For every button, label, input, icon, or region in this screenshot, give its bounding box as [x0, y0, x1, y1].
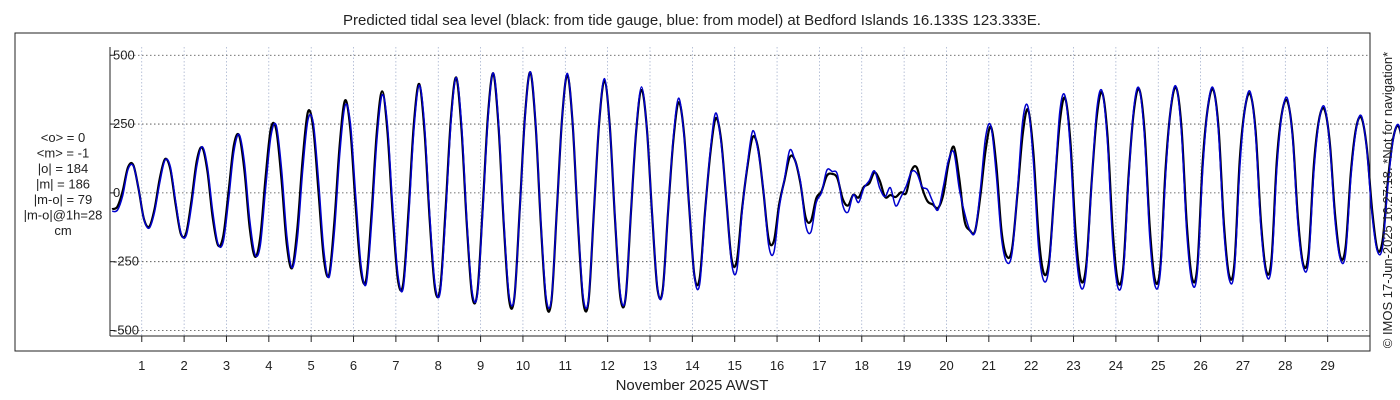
- stat-line: cm: [54, 223, 71, 238]
- data-series: [111, 71, 1400, 313]
- y-tick-label: 250: [113, 116, 135, 131]
- stat-line: |o| = 184: [38, 161, 89, 176]
- x-tick-label: 10: [516, 358, 530, 373]
- copyright-note: © IMOS 17-Jun-2025 16:27:18. *Not for na…: [1380, 52, 1395, 348]
- x-axis-label: November 2025 AWST: [616, 377, 769, 394]
- statistics-block: <o> = 0<m> = -1|o| = 184|m| = 186|m-o| =…: [24, 130, 103, 238]
- stat-line: |m-o| = 79: [34, 192, 92, 207]
- x-tick-label: 17: [812, 358, 826, 373]
- gauge-series-line: [111, 71, 1400, 313]
- chart-title: Predicted tidal sea level (black: from t…: [343, 12, 1041, 29]
- y-tick-label: 0: [113, 185, 120, 200]
- x-tick-label: 4: [265, 358, 272, 373]
- x-tick-label: 18: [855, 358, 869, 373]
- x-tick-label: 2: [181, 358, 188, 373]
- x-tick-label: 28: [1278, 358, 1292, 373]
- x-tick-label: 16: [770, 358, 784, 373]
- x-tick-label: 8: [435, 358, 442, 373]
- x-tick-label: 19: [897, 358, 911, 373]
- x-tick-label: 27: [1236, 358, 1250, 373]
- x-tick-label: 11: [559, 358, 573, 373]
- x-tick-label: 13: [643, 358, 657, 373]
- x-tick-label: 24: [1109, 358, 1123, 373]
- x-tick-label: 9: [477, 358, 484, 373]
- y-tick-label: 500: [113, 47, 135, 62]
- stat-line: |m| = 186: [36, 177, 90, 192]
- x-tick-label: 1: [138, 358, 145, 373]
- x-tick-label: 20: [939, 358, 953, 373]
- stat-line: |m-o|@1h=28: [24, 208, 103, 223]
- x-tick-label: 3: [223, 358, 230, 373]
- x-tick-label: 25: [1151, 358, 1165, 373]
- x-tick-label: 29: [1320, 358, 1334, 373]
- x-tick-label: 7: [392, 358, 399, 373]
- y-tick-label: -500: [113, 322, 139, 337]
- x-tick-label: 26: [1193, 358, 1207, 373]
- x-tick-label: 22: [1024, 358, 1038, 373]
- x-tick-label: 23: [1066, 358, 1080, 373]
- stat-line: <o> = 0: [41, 130, 85, 145]
- x-tick-label: 5: [308, 358, 315, 373]
- grid-lines: [110, 47, 1370, 336]
- x-tick-label: 12: [600, 358, 614, 373]
- x-tick-label: 15: [727, 358, 741, 373]
- x-tick-label: 21: [982, 358, 996, 373]
- stat-line: <m> = -1: [37, 146, 89, 161]
- y-tick-label: -250: [113, 254, 139, 269]
- plot-axes: [109, 47, 1370, 342]
- x-tick-label: 14: [685, 358, 699, 373]
- x-tick-label: 6: [350, 358, 357, 373]
- model-series-line: [111, 71, 1400, 310]
